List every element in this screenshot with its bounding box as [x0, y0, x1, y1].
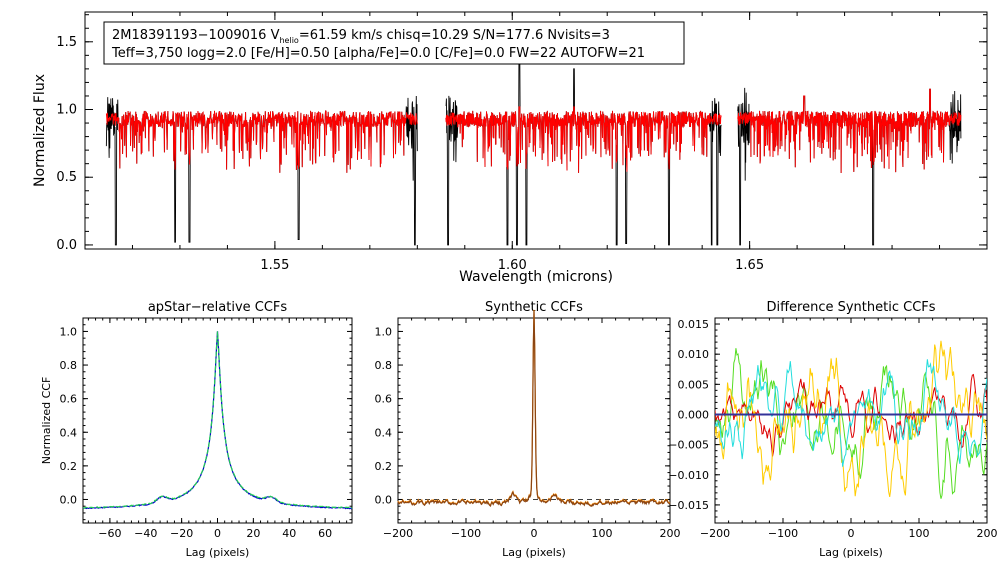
annotation-vhelio: V: [271, 28, 280, 43]
spectrum-ytick-label: 0.5: [56, 170, 77, 185]
synthetic-ccf-ytick-label: 0.0: [375, 493, 393, 506]
difference-ccf-xtick-label: −200: [700, 527, 730, 540]
annotation-vhelio-sub: helio: [279, 36, 298, 45]
spectrum-xtick-label: 1.60: [498, 258, 527, 273]
difference-ccf-xtick-label: 100: [909, 527, 930, 540]
apstar-ccf-xtick-label: 40: [282, 527, 296, 540]
apstar-xlabel: Lag (pixels): [186, 546, 250, 559]
difference-series-2: [715, 340, 987, 498]
synthetic-ccf-ytick-label: 0.2: [375, 460, 393, 473]
spectrum-model-line: [737, 88, 962, 173]
synthetic-title: Synthetic CCFs: [485, 300, 583, 315]
spectrum-annotation: 2M18391193−1009016 Vhelio=61.59 km/s chi…: [103, 21, 685, 65]
difference-series-3: [715, 359, 987, 467]
panel-spectrum: 1.55 1.60 1.65 0.0 0.5 1.0 1.5 Wavelength (micr…: [32, 11, 988, 285]
apstar-ccf-ytick-label: 0.6: [60, 393, 78, 406]
synthetic-ccf-xtick-label: 200: [660, 527, 681, 540]
difference-ccf-ytick-label: −0.015: [668, 499, 709, 512]
synthetic-ccf-xtick-label: 0: [531, 527, 538, 540]
annotation-box: [103, 21, 685, 65]
apstar-ccf-xtick-label: 60: [318, 527, 332, 540]
difference-ccf-ytick-label: −0.010: [668, 469, 709, 482]
spectrum-model-line: [105, 110, 418, 173]
synthetic-ccf-xtick-label: −100: [451, 527, 481, 540]
apstar-title: apStar−relative CCFs: [148, 300, 288, 315]
apstar-series-1: [82, 331, 353, 509]
spectrum-model-line: [445, 106, 722, 173]
spectrum-ytick-label: 0.0: [56, 238, 77, 253]
panel-synthetic-ccf: −200 −100 0 100 200 0.0 0.2 0.4 0.6 0.8 1.0 Synthet…: [375, 300, 681, 559]
synthetic-ccf-ytick-label: 0.6: [375, 393, 393, 406]
panel-difference-ccf: −200 −100 0 100 200 −0.015 −0.010 −0.005 0.000 0.…: [668, 300, 997, 559]
synthetic-ccf-ytick-label: 1.0: [375, 325, 393, 338]
difference-ccf-ytick-label: 0.010: [678, 348, 710, 361]
annotation-line-2: Teff=3,750 logg=2.0 [Fe/H]=0.50 [alpha/F…: [111, 46, 645, 61]
annotation-line-1: 2M18391193−1009016 Vhelio=61.59 km/s chi…: [112, 28, 610, 45]
apstar-ccf-xtick-label: 20: [246, 527, 260, 540]
synthetic-ccf-ytick-label: 0.8: [375, 359, 393, 372]
apstar-ccf-ytick-label: 0.0: [60, 493, 78, 506]
synthetic-ccf-ytick-label: 0.4: [375, 426, 393, 439]
spectrum-ytick-label: 1.0: [56, 103, 77, 118]
spectrum-ylabel: Normalized Flux: [32, 74, 48, 187]
difference-ccf-ytick-label: 0.000: [678, 408, 710, 421]
apstar-ccf-ytick-label: 0.8: [60, 359, 78, 372]
difference-xlabel: Lag (pixels): [819, 546, 883, 559]
apstar-ylabel: Normalized CCF: [40, 377, 53, 465]
panel-apstar-ccf: −60 −40 −20 0 20 40 60 0.0 0.2 0.4 0.6 0.8 1.0 apStar…: [40, 300, 353, 559]
spectrum-xtick-label: 1.55: [260, 258, 289, 273]
annotation-rest: =61.59 km/s chisq=10.29 S/N=177.6 Nvisit…: [299, 28, 610, 43]
spectrum-observed-line: [737, 87, 962, 246]
annotation-id: 2M18391193−1009016: [112, 28, 271, 43]
synthetic-xlabel: Lag (pixels): [502, 546, 566, 559]
difference-ccf-xtick-label: 200: [977, 527, 998, 540]
difference-series-0: [715, 348, 987, 499]
difference-ccf-ytick-label: 0.005: [678, 378, 710, 391]
synthetic-ccf-frame: [397, 317, 671, 524]
synthetic-ccf-xtick-label: −200: [383, 527, 413, 540]
spectrum-ytick-label: 1.5: [56, 35, 77, 50]
apstar-ccf-ytick-label: 1.0: [60, 325, 78, 338]
spectrum-frame: [84, 11, 988, 250]
apstar-ccf-xtick-label: −60: [98, 527, 121, 540]
difference-ccf-ytick-label: 0.015: [678, 318, 710, 331]
apstar-ccf-ytick-label: 0.2: [60, 460, 78, 473]
apstar-ccf-ytick-label: 0.4: [60, 426, 78, 439]
difference-ccf-xtick-label: −100: [768, 527, 798, 540]
apstar-ccf-xtick-label: −40: [134, 527, 157, 540]
spectrum-xlabel: Wavelength (microns): [459, 269, 613, 285]
apstar-ccf-xtick-label: −20: [170, 527, 193, 540]
synthetic-series-1: [397, 310, 671, 508]
apstar-ccf-xtick-label: 0: [214, 527, 221, 540]
apstar-series-0: [82, 331, 353, 510]
synthetic-ccf-xtick-label: 100: [592, 527, 613, 540]
difference-ccf-ytick-label: −0.005: [668, 439, 709, 452]
apstar-ccf-frame: [82, 317, 353, 524]
difference-title: Difference Synthetic CCFs: [766, 300, 935, 315]
difference-ccf-xtick-label: 0: [848, 527, 855, 540]
spectrum-xtick-label: 1.65: [735, 258, 764, 273]
